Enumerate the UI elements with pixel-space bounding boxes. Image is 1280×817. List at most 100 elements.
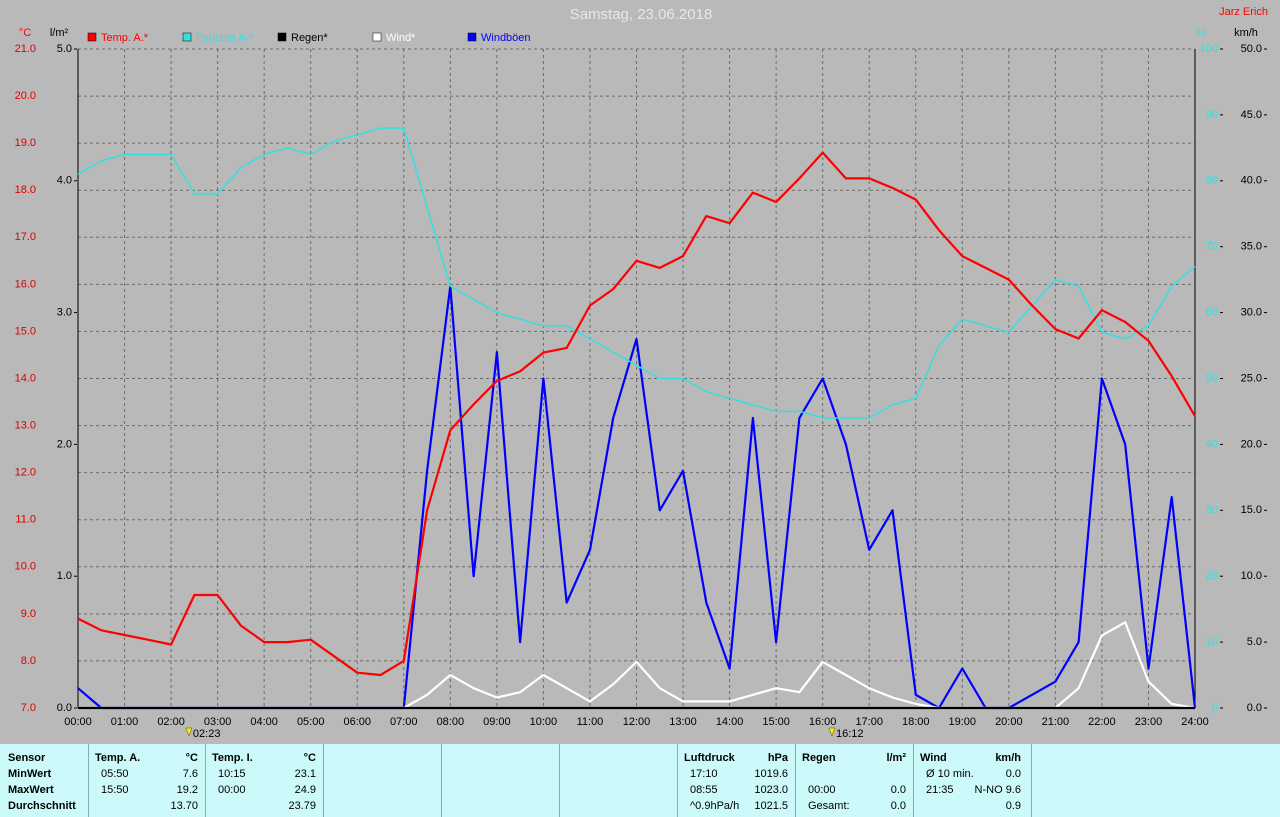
y-tick-label: 35.0 [1241, 241, 1262, 253]
x-tick-label: 11:00 [577, 716, 604, 728]
y-tick-label: 16.0 [15, 278, 36, 290]
separator [205, 744, 206, 817]
row-label: MinWert [8, 768, 52, 780]
y-tick-label: 9.0 [21, 608, 36, 620]
y-tick-label: 40 [1206, 438, 1218, 450]
y-tick-label: 0.0 [1247, 702, 1262, 714]
y-tick-label: 11.0 [15, 514, 36, 526]
axis-unit: km/h [1234, 27, 1258, 39]
y-tick-label: 40.0 [1241, 175, 1262, 187]
cell-value: 23.79 [288, 800, 316, 812]
group-unit: hPa [767, 752, 788, 764]
y-tick-label: 15.0 [15, 325, 36, 337]
y-tick-label: 15.0 [1241, 504, 1262, 516]
separator [441, 744, 442, 817]
separator [913, 744, 914, 817]
y-tick-label: 10 [1206, 636, 1218, 648]
cell-value: 0.0 [890, 800, 906, 812]
x-tick-label: 01:00 [111, 716, 139, 728]
y-tick-label: 50.0 [1241, 43, 1262, 55]
annotation-marker [828, 727, 836, 737]
cell-time: Ø 10 min. [926, 768, 974, 780]
group-title: Luftdruck [684, 752, 735, 764]
y-tick-label: 45.0 [1241, 109, 1262, 121]
cell-time: 08:55 [690, 784, 718, 796]
y-tick-label: 100 [1200, 43, 1218, 55]
cell-value: 0.0 [1005, 768, 1021, 780]
axis-unit: °C [19, 27, 31, 39]
y-tick-label: 0.0 [57, 702, 72, 714]
cell-value: 24.9 [294, 784, 316, 796]
chart-title: Samstag, 23.06.2018 [570, 6, 713, 23]
y-tick-label: 25.0 [1241, 372, 1262, 384]
annotation-label: 16:12 [836, 728, 864, 740]
y-tick-label: 7.0 [21, 702, 36, 714]
y-tick-label: 30.0 [1241, 307, 1262, 319]
legend-swatch [87, 32, 97, 42]
y-tick-label: 1.0 [57, 570, 72, 582]
y-tick-label: 20.0 [15, 90, 36, 102]
x-tick-label: 18:00 [902, 716, 930, 728]
y-tick-label: 10.0 [1241, 570, 1262, 582]
legend-label: Feuchte A.* [196, 32, 254, 44]
separator [677, 744, 678, 817]
legend-label: Wind* [386, 32, 416, 44]
y-tick-label: 14.0 [15, 372, 36, 384]
author: Jarz Erich [1219, 6, 1268, 18]
separator [1031, 744, 1032, 817]
y-tick-label: 5.0 [1247, 636, 1262, 648]
legend-swatch [182, 32, 192, 42]
x-tick-label: 00:00 [64, 716, 92, 728]
x-tick-label: 22:00 [1088, 716, 1116, 728]
group-unit: l/m² [886, 752, 906, 764]
group-unit: °C [185, 752, 198, 764]
y-tick-label: 3.0 [57, 307, 72, 319]
annotation-label: 02:23 [193, 728, 221, 740]
stats-panel: Sensor MinWert MaxWert Durchschnitt Temp. A.… [0, 744, 1280, 817]
x-tick-label: 17:00 [855, 716, 883, 728]
row-label: Sensor [8, 752, 46, 764]
x-tick-label: 14:00 [716, 716, 744, 728]
row-label: Durchschnitt [8, 800, 76, 812]
legend-label: Regen* [291, 32, 328, 44]
annotation-marker [185, 727, 193, 737]
x-tick-label: 21:00 [1042, 716, 1070, 728]
row-label: MaxWert [8, 784, 54, 796]
x-tick-label: 19:00 [949, 716, 977, 728]
x-tick-label: 16:00 [809, 716, 837, 728]
y-tick-label: 17.0 [15, 231, 36, 243]
legend-swatch [277, 32, 287, 42]
cell-value: 13.70 [170, 800, 198, 812]
cell-time: 00:00 [218, 784, 246, 796]
cell-time: 17:10 [690, 768, 718, 780]
cell-time: 05:50 [101, 768, 129, 780]
x-tick-label: 10:00 [530, 716, 558, 728]
y-tick-label: 18.0 [15, 184, 36, 196]
y-tick-label: 8.0 [21, 655, 36, 667]
cell-time: 15:50 [101, 784, 129, 796]
group-unit: km/h [995, 752, 1021, 764]
x-tick-label: 12:00 [623, 716, 651, 728]
cell-value: 1023.0 [754, 784, 788, 796]
y-tick-label: 10.0 [15, 561, 36, 573]
x-tick-label: 06:00 [343, 716, 371, 728]
y-tick-label: 21.0 [15, 43, 36, 55]
cell-value: 19.2 [176, 784, 198, 796]
y-tick-label: 30 [1206, 504, 1218, 516]
x-tick-label: 03:00 [204, 716, 232, 728]
group-title: Regen [802, 752, 836, 764]
cell-time: 21:35 [926, 784, 954, 796]
x-tick-label: 05:00 [297, 716, 325, 728]
cell-time: 10:15 [218, 768, 246, 780]
cell-value: 0.9 [1005, 800, 1021, 812]
separator [323, 744, 324, 817]
series-line [77, 151, 1196, 677]
y-tick-label: 80 [1206, 175, 1218, 187]
separator [795, 744, 796, 817]
separator [559, 744, 560, 817]
y-tick-label: 13.0 [15, 419, 36, 431]
cell-time: ^0.9hPa/h [690, 800, 740, 812]
cell-value: 1019.6 [754, 768, 788, 780]
group-title: Temp. I. [212, 752, 253, 764]
